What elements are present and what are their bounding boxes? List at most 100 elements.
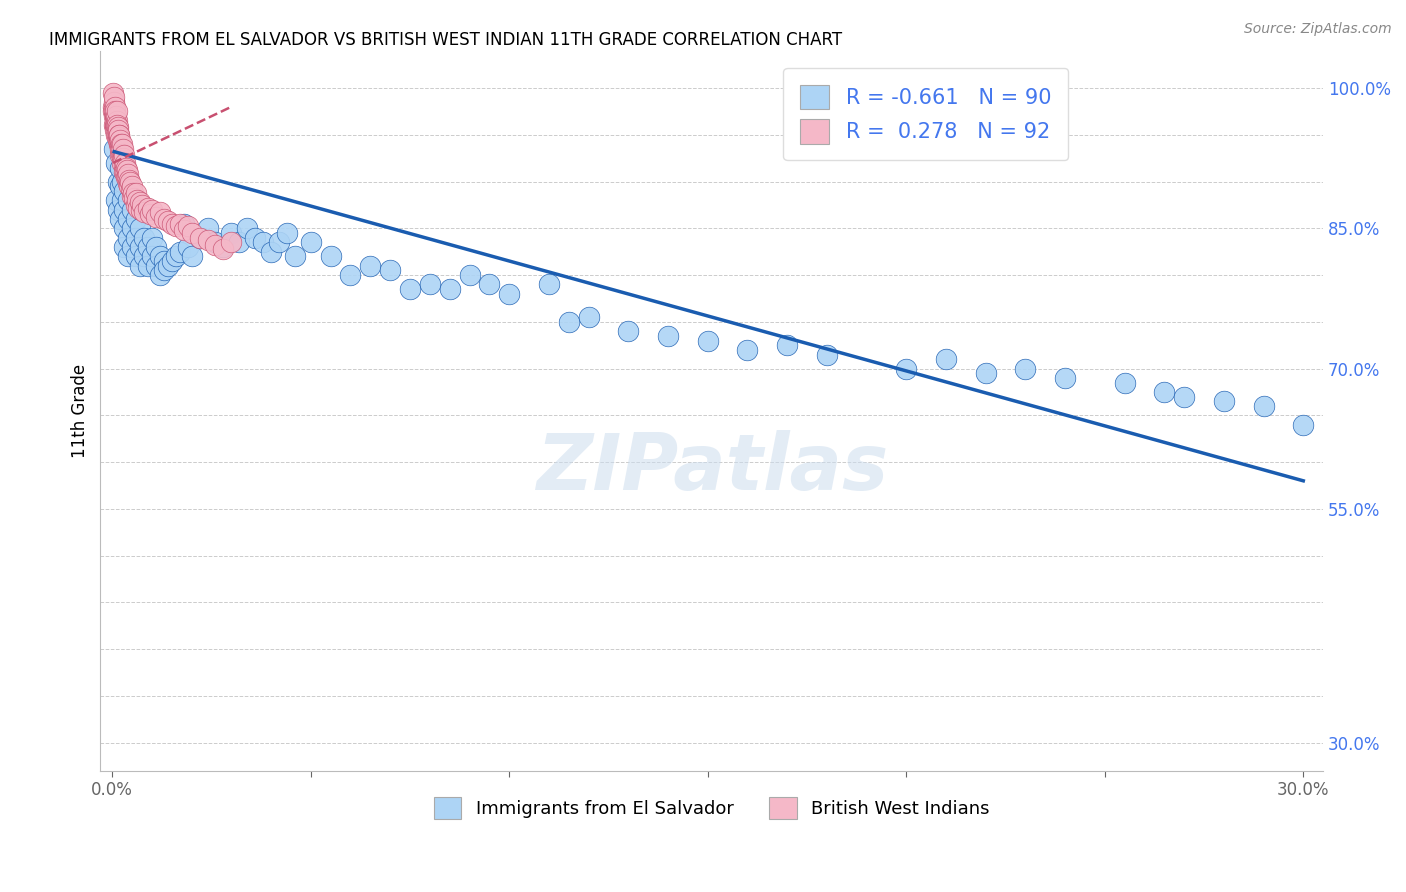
Point — [117, 194, 139, 208]
Point — [105, 104, 128, 119]
Point — [105, 119, 128, 133]
Point — [112, 151, 135, 165]
Point — [115, 169, 138, 184]
Point — [156, 259, 179, 273]
Point — [260, 244, 283, 259]
Point — [122, 191, 145, 205]
Point — [132, 204, 155, 219]
Point — [103, 109, 125, 123]
Point — [299, 235, 322, 250]
Point — [104, 107, 127, 121]
Point — [125, 198, 148, 212]
Point — [197, 233, 219, 247]
Point — [197, 221, 219, 235]
Point — [117, 230, 139, 244]
Point — [117, 167, 139, 181]
Point — [132, 249, 155, 263]
Point — [141, 249, 163, 263]
Point — [111, 175, 134, 189]
Text: ZIPatlas: ZIPatlas — [536, 430, 887, 507]
Point — [103, 104, 125, 119]
Point — [204, 238, 226, 252]
Point — [105, 109, 128, 123]
Point — [160, 217, 183, 231]
Point — [110, 142, 132, 156]
Point — [359, 259, 381, 273]
Point — [105, 156, 128, 170]
Point — [131, 198, 153, 212]
Point — [108, 212, 131, 227]
Point — [129, 195, 152, 210]
Point — [176, 240, 198, 254]
Point — [108, 128, 131, 142]
Point — [114, 156, 136, 170]
Text: IMMIGRANTS FROM EL SALVADOR VS BRITISH WEST INDIAN 11TH GRADE CORRELATION CHART: IMMIGRANTS FROM EL SALVADOR VS BRITISH W… — [49, 31, 842, 49]
Point — [117, 249, 139, 263]
Point — [974, 366, 997, 380]
Point — [204, 235, 226, 250]
Point — [169, 217, 191, 231]
Point — [558, 315, 581, 329]
Point — [108, 179, 131, 194]
Point — [107, 119, 129, 133]
Point — [107, 132, 129, 146]
Point — [212, 240, 235, 254]
Point — [108, 136, 131, 150]
Point — [458, 268, 481, 282]
Point — [173, 223, 195, 237]
Point — [141, 230, 163, 244]
Point — [108, 129, 131, 144]
Point — [149, 249, 172, 263]
Point — [103, 119, 125, 133]
Point — [115, 161, 138, 175]
Point — [180, 226, 202, 240]
Point — [125, 230, 148, 244]
Point — [145, 210, 167, 224]
Point — [153, 254, 176, 268]
Point — [112, 165, 135, 179]
Point — [176, 219, 198, 234]
Point — [104, 111, 127, 125]
Point — [1153, 384, 1175, 399]
Point — [136, 240, 159, 254]
Point — [165, 219, 187, 234]
Point — [103, 142, 125, 156]
Point — [111, 156, 134, 170]
Point — [896, 361, 918, 376]
Point — [145, 240, 167, 254]
Point — [108, 148, 131, 162]
Point — [108, 132, 131, 146]
Point — [127, 201, 149, 215]
Point — [103, 104, 125, 119]
Point — [221, 235, 243, 250]
Point — [236, 221, 259, 235]
Point — [696, 334, 718, 348]
Point — [112, 148, 135, 162]
Point — [1173, 390, 1195, 404]
Point — [145, 259, 167, 273]
Point — [103, 86, 125, 100]
Point — [815, 348, 838, 362]
Point — [228, 235, 250, 250]
Point — [121, 240, 143, 254]
Point — [121, 221, 143, 235]
Point — [115, 163, 138, 178]
Point — [111, 137, 134, 152]
Point — [1114, 376, 1136, 390]
Point — [1292, 417, 1315, 432]
Point — [180, 249, 202, 263]
Point — [117, 169, 139, 184]
Point — [1253, 399, 1275, 413]
Point — [139, 207, 162, 221]
Point — [104, 120, 127, 135]
Point — [114, 165, 136, 179]
Point — [112, 240, 135, 254]
Point — [160, 254, 183, 268]
Point — [121, 188, 143, 202]
Point — [221, 226, 243, 240]
Point — [339, 268, 361, 282]
Point — [111, 194, 134, 208]
Point — [243, 230, 266, 244]
Point — [478, 277, 501, 292]
Legend: Immigrants from El Salvador, British West Indians: Immigrants from El Salvador, British Wes… — [427, 790, 997, 827]
